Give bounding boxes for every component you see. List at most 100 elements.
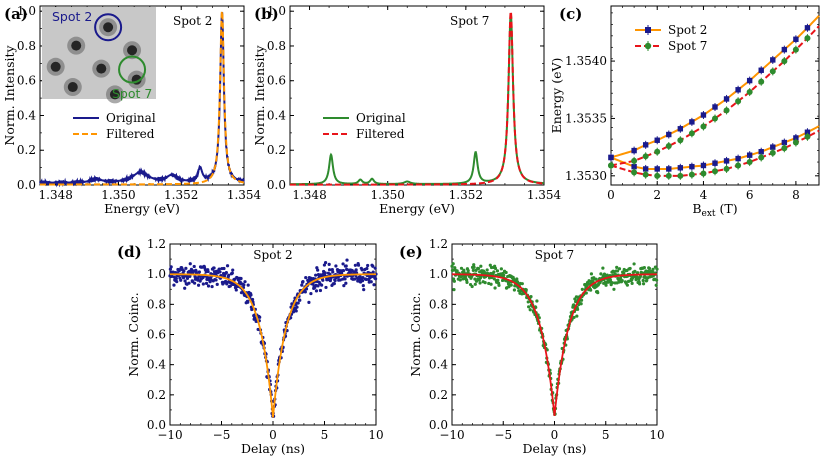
data-point	[193, 281, 197, 285]
panel-a-axes: 1.348 1.350 1.352 1.354 0.0 0.2 0.4 0.6 0.8 1.0(a…	[2, 4, 262, 216]
data-point	[201, 282, 205, 286]
x-tick-label: 10	[368, 428, 383, 442]
data-point	[677, 126, 684, 132]
data-point	[735, 155, 741, 162]
data-point	[296, 301, 300, 305]
data-point	[206, 269, 210, 274]
data-point	[504, 270, 508, 275]
y-axis-label: Norm. Intensity	[2, 44, 17, 145]
y-tick-label: 1.0	[17, 4, 36, 18]
y-tick-label: 0.6	[17, 74, 36, 88]
x-tick-label: 1.350	[101, 188, 135, 202]
panel-d-frame	[169, 243, 377, 426]
data-point	[712, 168, 718, 175]
y-tick-label: 0.0	[429, 418, 448, 432]
data-point	[476, 267, 481, 271]
data-point	[625, 283, 629, 287]
data-point	[304, 275, 308, 280]
data-point	[473, 282, 477, 286]
series-filtered-line	[290, 9, 545, 186]
data-point	[647, 266, 652, 271]
panel-d-axes: −10 −5 0 5 10 0.0 0.2 0.4 0.6 0.8 1.0 1.2 (d) Delay (…	[117, 237, 384, 456]
data-point	[459, 266, 464, 270]
data-point	[344, 281, 348, 285]
data-point	[483, 280, 487, 285]
data-point	[576, 307, 580, 311]
x-tick-label: 0	[551, 428, 559, 442]
data-point	[495, 269, 500, 273]
data-point	[298, 298, 302, 302]
data-point	[234, 288, 238, 292]
data-point	[712, 115, 718, 122]
data-point	[689, 119, 695, 125]
x-axis-label: Bext (T)	[692, 201, 737, 219]
data-point	[250, 297, 255, 302]
data-point	[307, 300, 311, 304]
data-point	[781, 145, 788, 152]
data-point	[227, 273, 231, 277]
y-tick-label: 0.6	[429, 328, 448, 342]
legend-marker	[644, 42, 652, 50]
data-point	[723, 165, 730, 172]
y-tick-label: 0.4	[17, 108, 36, 122]
y-tick-label: 0.2	[429, 388, 448, 402]
data-point	[228, 284, 232, 288]
data-point	[642, 166, 649, 172]
y-axis-label: Norm. Coinc.	[408, 292, 423, 376]
y-tick-label: 0.4	[267, 108, 286, 122]
data-point	[217, 267, 221, 271]
data-point	[586, 282, 590, 286]
data-point	[723, 96, 730, 102]
data-point	[361, 275, 365, 280]
y-tick-label: 1.3535	[565, 111, 607, 125]
data-point	[512, 288, 517, 292]
panel-b-frame	[289, 5, 545, 186]
data-point	[643, 275, 648, 280]
data-point	[489, 282, 493, 286]
data-point	[642, 171, 649, 178]
fit-line	[170, 273, 376, 418]
data-point	[184, 266, 188, 270]
data-point	[520, 282, 524, 286]
data-point	[493, 286, 497, 290]
data-point	[485, 268, 489, 272]
fit-line	[452, 273, 657, 417]
x-axis-label-unit: (T)	[716, 201, 738, 216]
data-point	[654, 137, 660, 143]
y-tick-label: 0.0	[17, 178, 36, 192]
data-point	[243, 280, 247, 284]
data-point	[746, 159, 753, 166]
x-tick-label: 0	[607, 188, 615, 202]
data-point	[770, 144, 776, 150]
data-point	[222, 266, 226, 271]
inset-image: Spot 2 Spot 7	[42, 7, 156, 104]
panel-label: (c)	[559, 5, 582, 23]
data-point	[332, 282, 336, 286]
data-point	[589, 288, 593, 292]
data-point	[365, 266, 369, 271]
data-point	[642, 142, 649, 148]
series-original-line	[289, 12, 545, 186]
data-point	[291, 310, 296, 314]
data-point	[471, 268, 475, 272]
y-tick-label: 0.0	[267, 178, 286, 192]
data-point	[792, 46, 799, 53]
data-point	[615, 269, 620, 273]
data-point	[472, 263, 476, 267]
data-point	[452, 288, 456, 292]
data-point	[677, 165, 684, 171]
data-point	[632, 262, 636, 266]
data-point	[258, 315, 262, 319]
data-point	[677, 137, 684, 144]
data-point	[579, 302, 583, 306]
data-point	[631, 147, 637, 154]
data-point	[804, 25, 811, 31]
data-point	[174, 276, 178, 281]
data-point	[579, 298, 584, 302]
data-point	[352, 277, 357, 281]
spot-annotation: Spot 2	[173, 14, 212, 28]
data-point	[315, 266, 319, 270]
data-point	[492, 270, 496, 274]
y-tick-label: 0.4	[429, 358, 448, 372]
